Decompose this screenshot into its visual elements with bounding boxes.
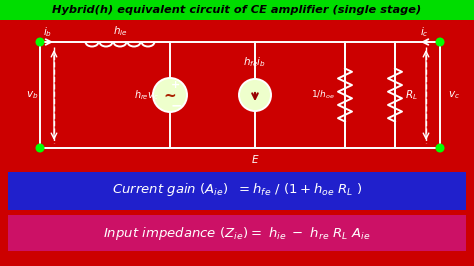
Text: $\it{Input\ impedance\ (Z_{ie})=\ h_{ie}\ -\ h_{re}\ R_{L}\ A_{ie}}$: $\it{Input\ impedance\ (Z_{ie})=\ h_{ie}…: [103, 226, 371, 243]
Circle shape: [36, 38, 45, 47]
Bar: [0, 0, 474, 20]
Text: +: +: [172, 80, 181, 90]
Text: $E$: $E$: [251, 153, 259, 165]
Text: −: −: [170, 98, 182, 112]
Text: Hybrid(h) equivalent circuit of CE amplifier (single stage): Hybrid(h) equivalent circuit of CE ampli…: [52, 5, 422, 15]
Circle shape: [36, 143, 45, 152]
Bar: [8, 172, 466, 210]
Text: $\it{Current\ gain\ (A_{ie})\ \ = h_{fe}\ /\ (1 + h_{oe}\ R_{L}\ )}$: $\it{Current\ gain\ (A_{ie})\ \ = h_{fe}…: [112, 181, 362, 198]
Circle shape: [436, 38, 445, 47]
Text: $h_{fe}i_b$: $h_{fe}i_b$: [244, 55, 266, 69]
Text: $i_c$: $i_c$: [419, 25, 428, 39]
Text: $R_L$: $R_L$: [405, 88, 418, 102]
Circle shape: [239, 79, 271, 111]
Circle shape: [153, 78, 187, 112]
Text: ~: ~: [164, 89, 176, 103]
Text: $1/h_{oe}$: $1/h_{oe}$: [311, 89, 335, 101]
Text: $i_b$: $i_b$: [44, 25, 53, 39]
Circle shape: [436, 143, 445, 152]
Text: $v_c$: $v_c$: [448, 89, 460, 101]
Text: $v_b$: $v_b$: [26, 89, 38, 101]
Bar: [8, 215, 466, 251]
Text: $h_{ie}$: $h_{ie}$: [113, 24, 128, 38]
Text: $h_{re}v_c$: $h_{re}v_c$: [134, 88, 158, 102]
